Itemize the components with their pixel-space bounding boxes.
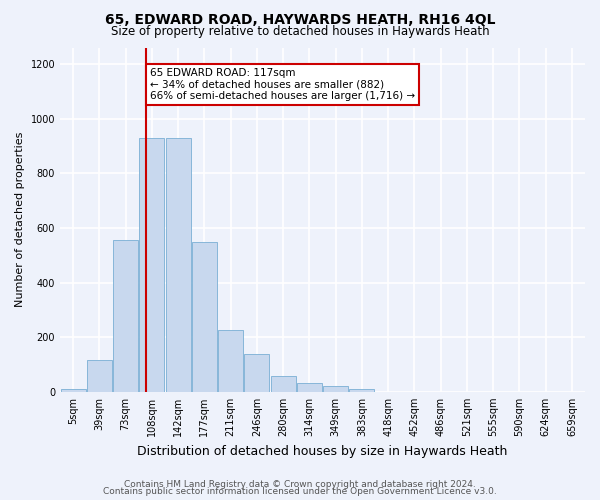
Bar	[61, 389, 86, 392]
Text: 65 EDWARD ROAD: 117sqm
← 34% of detached houses are smaller (882)
66% of semi-de: 65 EDWARD ROAD: 117sqm ← 34% of detached…	[149, 68, 415, 101]
Bar	[113, 240, 138, 392]
X-axis label: Distribution of detached houses by size in Haywards Heath: Distribution of detached houses by size …	[137, 444, 508, 458]
Bar	[192, 242, 217, 392]
Text: Size of property relative to detached houses in Haywards Heath: Size of property relative to detached ho…	[110, 25, 490, 38]
Bar	[87, 360, 112, 392]
Y-axis label: Number of detached properties: Number of detached properties	[15, 132, 25, 308]
Bar	[323, 386, 348, 392]
Bar	[218, 330, 243, 392]
Bar	[166, 138, 191, 392]
Bar	[349, 389, 374, 392]
Bar	[297, 383, 322, 392]
Bar	[139, 138, 164, 392]
Bar	[244, 354, 269, 392]
Text: Contains HM Land Registry data © Crown copyright and database right 2024.: Contains HM Land Registry data © Crown c…	[124, 480, 476, 489]
Text: Contains public sector information licensed under the Open Government Licence v3: Contains public sector information licen…	[103, 487, 497, 496]
Text: 65, EDWARD ROAD, HAYWARDS HEATH, RH16 4QL: 65, EDWARD ROAD, HAYWARDS HEATH, RH16 4Q…	[105, 12, 495, 26]
Bar	[271, 376, 296, 392]
